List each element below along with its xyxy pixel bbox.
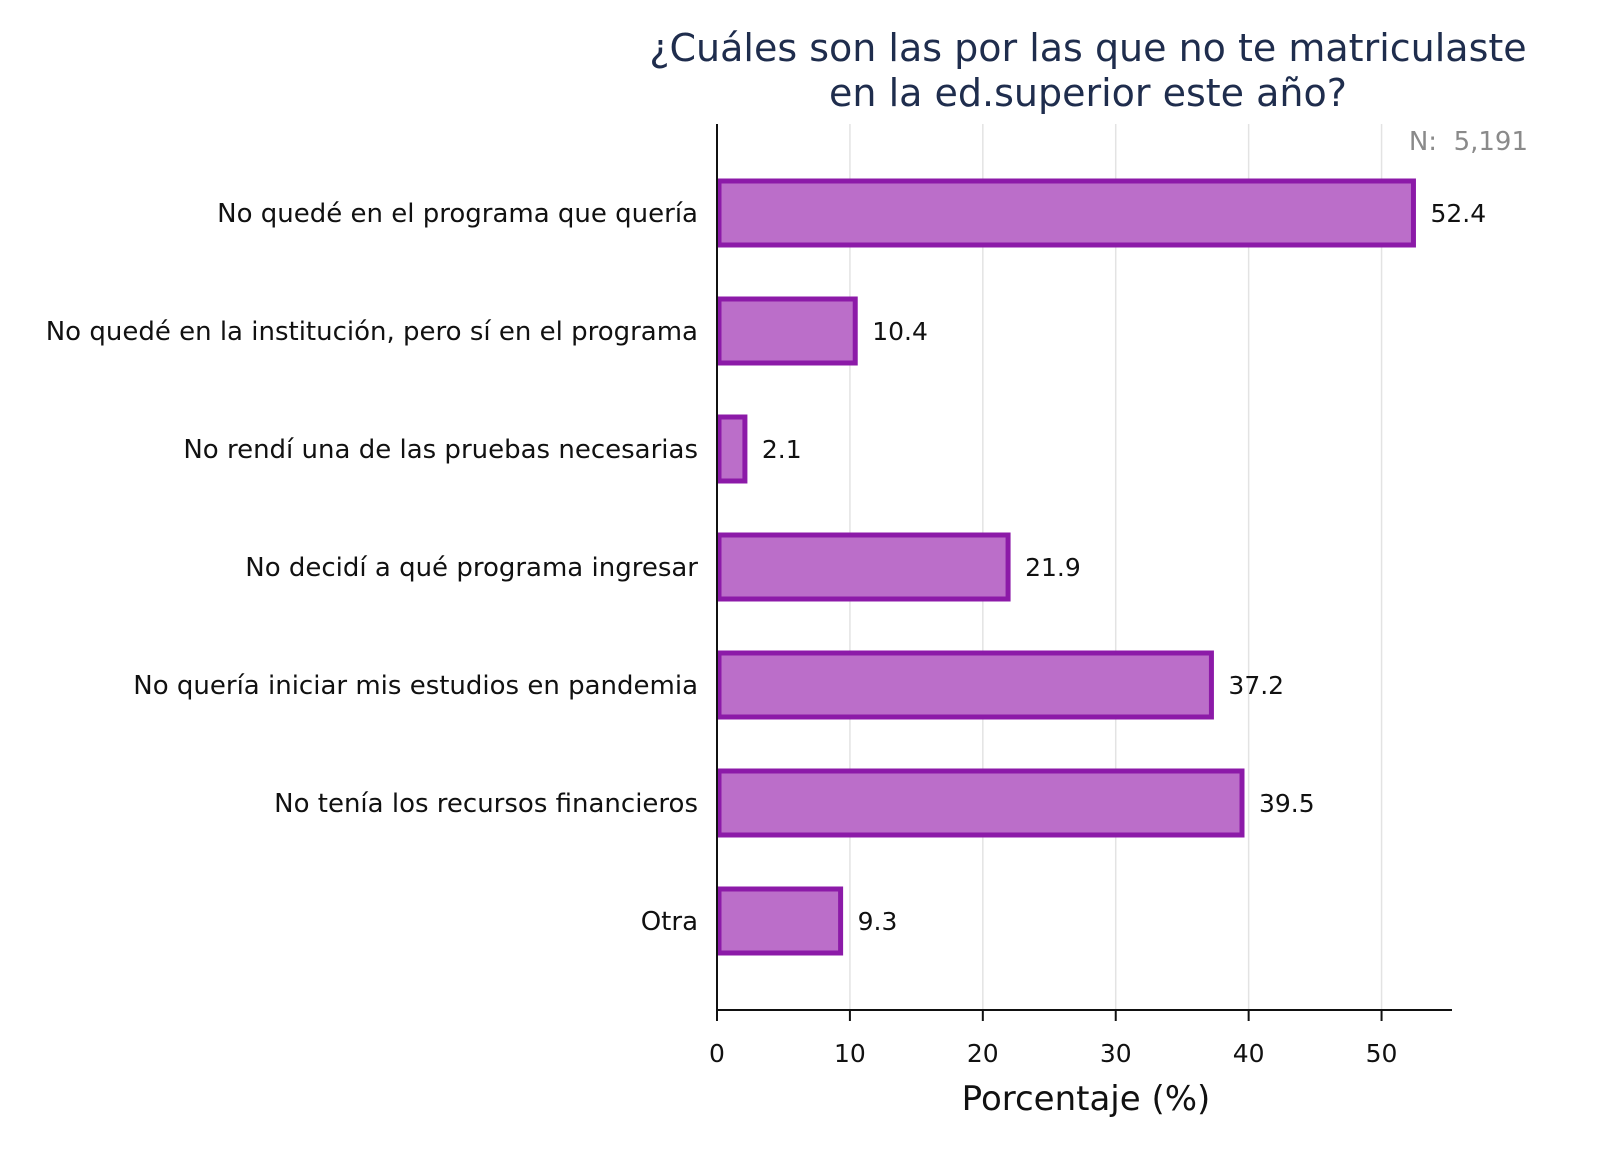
value-label-5: 37.2 (1228, 671, 1284, 700)
x-tick-label-50: 50 (1366, 1039, 1398, 1068)
axes (716, 124, 1452, 1011)
value-label-3: 2.1 (762, 435, 802, 464)
bars (716, 178, 1416, 956)
x-tick-label-20: 20 (967, 1039, 999, 1068)
x-ticks: 0 10 20 30 40 50 (709, 1010, 1397, 1068)
bar-5 (716, 650, 1214, 720)
bar-6 (716, 768, 1245, 838)
chart-title-line-2: en la ed.superior este año? (829, 71, 1347, 115)
bar-3 (716, 414, 748, 484)
bar-1 (716, 178, 1416, 248)
category-label-5: No quería iniciar mis estudios en pandem… (133, 671, 698, 701)
value-label-6: 39.5 (1259, 789, 1315, 818)
category-label-2: No quedé en la institución, pero sí en e… (46, 317, 698, 347)
category-label-7: Otra (641, 907, 698, 937)
x-tick-label-40: 40 (1233, 1039, 1265, 1068)
category-label-1: No quedé en el programa que quería (217, 199, 698, 229)
category-labels: No quedé en el programa que quería No que… (46, 199, 699, 937)
x-axis-title: Porcentaje (%) (962, 1079, 1211, 1119)
category-label-6: No tenía los recursos financieros (274, 789, 698, 819)
bar-7 (716, 886, 844, 956)
value-label-1: 52.4 (1430, 199, 1486, 228)
bar-2 (716, 296, 858, 366)
chart-title-line-1: ¿Cuáles son las por las que no te matric… (649, 26, 1526, 70)
value-labels: 52.4 10.4 2.1 21.9 37.2 39.5 9.3 (762, 199, 1486, 936)
category-label-4: No decidí a qué programa ingresar (245, 553, 698, 583)
sample-size-label: N: 5,191 (1409, 127, 1528, 157)
bar-4 (716, 532, 1011, 602)
grid-lines (849, 124, 1383, 1010)
value-label-2: 10.4 (872, 317, 928, 346)
x-tick-label-10: 10 (834, 1039, 866, 1068)
value-label-7: 9.3 (858, 907, 898, 936)
x-tick-label-0: 0 (709, 1039, 725, 1068)
category-label-3: No rendí una de las pruebas necesarias (183, 435, 698, 465)
x-tick-label-30: 30 (1100, 1039, 1132, 1068)
value-label-4: 21.9 (1025, 553, 1081, 582)
